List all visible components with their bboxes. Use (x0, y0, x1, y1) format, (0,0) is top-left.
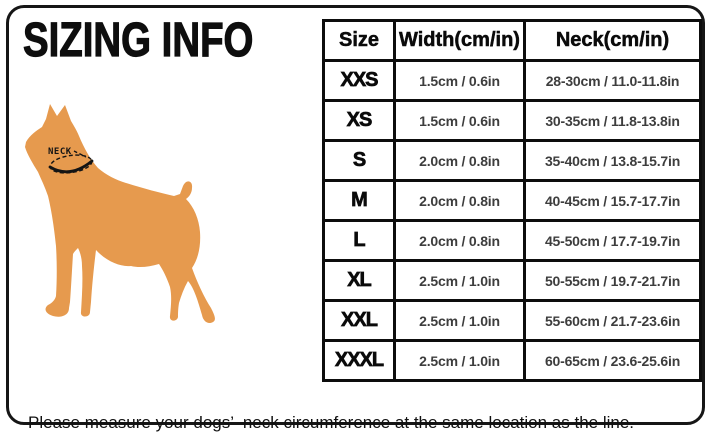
width-cell: 2.0cm / 0.8in (393, 139, 526, 182)
table-row: XS 1.5cm / 0.6in 30-35cm / 11.8-13.8in (322, 99, 702, 142)
table-row: XXXL 2.5cm / 1.0in 60-65cm / 23.6-25.6in (322, 339, 702, 382)
table-row: M 2.0cm / 0.8in 40-45cm / 15.7-17.7in (322, 179, 702, 222)
size-cell: XXL (322, 299, 396, 342)
table-row: XL 2.5cm / 1.0in 50-55cm / 19.7-21.7in (322, 259, 702, 302)
neck-cell: 55-60cm / 21.7-23.6in (523, 299, 702, 342)
measure-note: Please measure your dogs’ neck circumfer… (28, 413, 635, 432)
table-row: XXL 2.5cm / 1.0in 55-60cm / 21.7-23.6in (322, 299, 702, 342)
size-cell: M (322, 179, 396, 222)
dog-silhouette-icon: NECK (25, 104, 215, 324)
neck-cell: 28-30cm / 11.0-11.8in (523, 59, 702, 102)
width-cell: 1.5cm / 0.6in (393, 59, 526, 102)
width-cell: 2.5cm / 1.0in (393, 299, 526, 342)
neck-cell: 50-55cm / 19.7-21.7in (523, 259, 702, 302)
width-cell: 1.5cm / 0.6in (393, 99, 526, 142)
table-row: XXS 1.5cm / 0.6in 28-30cm / 11.0-11.8in (322, 59, 702, 102)
table-header-row: Size Width(cm/in) Neck(cm/in) (322, 19, 702, 62)
width-cell: 2.5cm / 1.0in (393, 259, 526, 302)
dog-silhouette-path (25, 104, 215, 324)
neck-measure-line (48, 150, 94, 174)
size-cell: L (322, 219, 396, 262)
column-header-neck: Neck(cm/in) (523, 19, 702, 62)
neck-cell: 60-65cm / 23.6-25.6in (523, 339, 702, 382)
table-row: L 2.0cm / 0.8in 45-50cm / 17.7-19.7in (322, 219, 702, 262)
neck-label: NECK (48, 147, 72, 157)
size-cell: XXS (322, 59, 396, 102)
width-cell: 2.0cm / 0.8in (393, 179, 526, 222)
dog-measurement-diagram: NECK (8, 90, 248, 330)
card-border (6, 5, 705, 425)
neck-cell: 45-50cm / 17.7-19.7in (523, 219, 702, 262)
table-row: S 2.0cm / 0.8in 35-40cm / 13.8-15.7in (322, 139, 702, 182)
size-cell: XL (322, 259, 396, 302)
neck-cell: 30-35cm / 11.8-13.8in (523, 99, 702, 142)
column-header-width: Width(cm/in) (393, 19, 526, 62)
neck-cell: 35-40cm / 13.8-15.7in (523, 139, 702, 182)
neck-cell: 40-45cm / 15.7-17.7in (523, 179, 702, 222)
size-cell: XS (322, 99, 396, 142)
size-cell: S (322, 139, 396, 182)
sizing-table: Size Width(cm/in) Neck(cm/in) XXS 1.5cm / 0… (322, 19, 702, 382)
size-cell: XXXL (322, 339, 396, 382)
width-cell: 2.0cm / 0.8in (393, 219, 526, 262)
page-title: SIZING INFO (23, 13, 254, 67)
column-header-size: Size (322, 19, 396, 62)
width-cell: 2.5cm / 1.0in (393, 339, 526, 382)
